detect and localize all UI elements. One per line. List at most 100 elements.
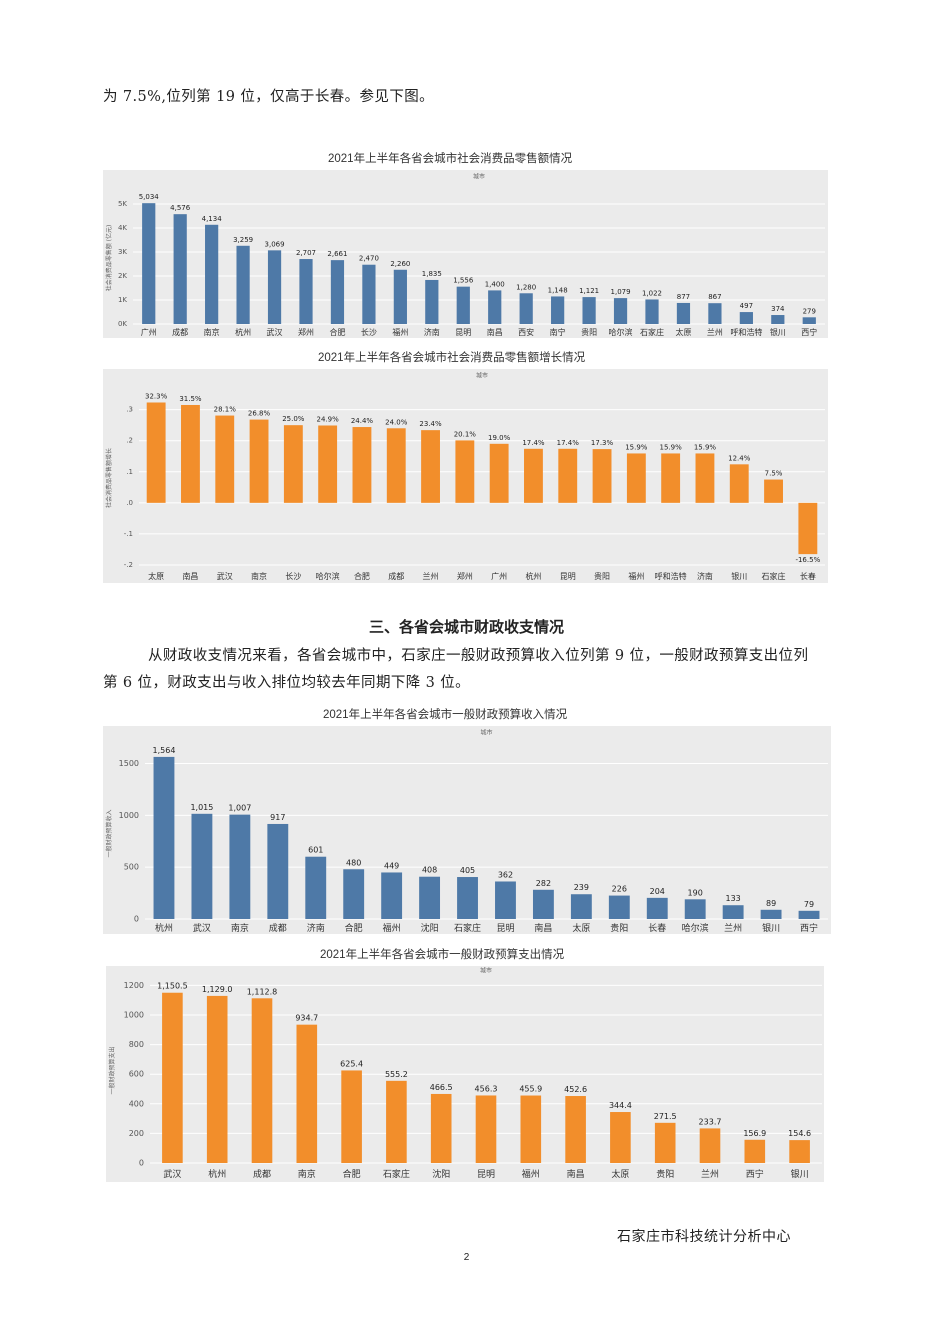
bar bbox=[565, 1096, 586, 1163]
chart-retail-sales-svg: 城市 0K 1K 2K 3K 4K 5K 社会消费品零售额 (亿元) 5,034 广州 4,576 成… bbox=[103, 170, 828, 338]
data-label: 555.2 bbox=[385, 1070, 408, 1079]
category-label: 济南 bbox=[424, 327, 440, 337]
category-label: 合肥 bbox=[345, 922, 363, 934]
category-label: 南京 bbox=[298, 1168, 316, 1180]
category-label: 合肥 bbox=[329, 327, 345, 337]
paragraph-line-2: 第 6 位，财政支出与收入排位均较去年同期下降 3 位。 bbox=[103, 675, 471, 691]
bar bbox=[764, 479, 783, 503]
bar bbox=[267, 250, 282, 324]
data-label: 497 bbox=[740, 302, 753, 310]
data-label: 226 bbox=[612, 885, 627, 894]
chart-3-title: 2021年上半年各省会城市一般财政预算收入情况 bbox=[323, 709, 568, 721]
category-label: 贵阳 bbox=[656, 1168, 674, 1180]
data-label: 625.4 bbox=[340, 1059, 363, 1068]
bar bbox=[386, 1080, 407, 1163]
category-label: 太原 bbox=[572, 922, 590, 934]
data-label: 3,259 bbox=[233, 236, 253, 244]
bar bbox=[654, 1122, 676, 1163]
y-axis-label: 一般财政预算收入 bbox=[105, 809, 113, 857]
category-label: 太原 bbox=[611, 1168, 629, 1180]
bar bbox=[153, 756, 175, 919]
data-label: 344.4 bbox=[609, 1101, 632, 1110]
bar bbox=[744, 1139, 766, 1163]
data-label: 1,564 bbox=[153, 746, 176, 755]
data-label: 1,022 bbox=[642, 289, 662, 297]
category-label: 济南 bbox=[307, 922, 325, 934]
category-label: 昆明 bbox=[560, 572, 576, 581]
category-label: 太原 bbox=[675, 327, 691, 337]
data-label: 24.4% bbox=[351, 417, 374, 425]
bar bbox=[456, 286, 470, 324]
bar bbox=[708, 303, 722, 324]
category-label: 长春 bbox=[800, 571, 816, 581]
bar bbox=[520, 1095, 542, 1163]
category-label: 武汉 bbox=[163, 1168, 181, 1180]
bar bbox=[267, 823, 289, 919]
data-label: 374 bbox=[771, 305, 785, 313]
y-tick-label: 600 bbox=[129, 1070, 144, 1079]
y-tick-label: 0 bbox=[134, 915, 139, 924]
category-label: 银川 bbox=[791, 1168, 809, 1180]
bar bbox=[802, 317, 816, 324]
category-label: 呼和浩特 bbox=[655, 571, 687, 581]
chart-header-label: 城市 bbox=[480, 967, 492, 975]
data-label: 1,112.8 bbox=[247, 987, 278, 996]
data-label: 28.1% bbox=[214, 406, 237, 414]
category-label: 西宁 bbox=[801, 327, 817, 337]
data-label: 23.4% bbox=[419, 420, 442, 428]
chart-header-label: 城市 bbox=[476, 372, 488, 380]
data-label: 24.9% bbox=[317, 415, 340, 423]
category-label: 郑州 bbox=[457, 571, 473, 581]
bar bbox=[419, 876, 441, 919]
bar bbox=[661, 453, 681, 503]
category-label: 昆明 bbox=[496, 923, 514, 934]
category-label: 石家庄 bbox=[454, 922, 481, 934]
bar bbox=[613, 298, 628, 324]
y-tick-label: 1000 bbox=[119, 811, 139, 820]
category-label: 广州 bbox=[141, 327, 157, 337]
bar bbox=[305, 856, 327, 919]
category-label: 兰州 bbox=[724, 922, 742, 934]
data-label: 19.0% bbox=[488, 434, 511, 442]
data-label: 31.5% bbox=[179, 395, 202, 403]
bar bbox=[191, 813, 213, 919]
category-label: 南昌 bbox=[487, 327, 503, 337]
bar bbox=[457, 877, 478, 919]
bar bbox=[162, 992, 183, 1163]
bar bbox=[318, 425, 338, 503]
category-label: 济南 bbox=[697, 571, 713, 581]
y-tick-label: 5K bbox=[118, 200, 127, 208]
data-label: 7.5% bbox=[765, 470, 783, 478]
y-tick-label: -.2 bbox=[124, 561, 133, 569]
data-label: 877 bbox=[677, 293, 690, 301]
data-label: 1,079 bbox=[611, 288, 631, 296]
category-label: 银川 bbox=[731, 571, 747, 581]
category-label: 杭州 bbox=[208, 1168, 226, 1180]
data-label: 190 bbox=[688, 888, 703, 897]
category-label: 兰州 bbox=[707, 327, 723, 337]
category-label: 石家庄 bbox=[762, 571, 786, 581]
y-tick-label: 800 bbox=[129, 1040, 144, 1049]
data-label: 1,148 bbox=[548, 286, 568, 294]
chart-fiscal-revenue: 城市 0 500 1000 1500 一般财政预算收入 1,564 杭州 1,015 武汉 1,00… bbox=[103, 726, 831, 934]
data-label: 156.9 bbox=[743, 1129, 766, 1138]
category-label: 武汉 bbox=[217, 571, 233, 581]
data-label: 1,129.0 bbox=[202, 985, 233, 994]
data-label: 1,400 bbox=[485, 280, 505, 288]
category-label: 广州 bbox=[491, 571, 507, 581]
category-label: 杭州 bbox=[235, 327, 251, 337]
bar bbox=[699, 1128, 721, 1163]
footer-organization: 石家庄市科技统计分析中心 bbox=[617, 1229, 791, 1245]
data-label: 456.3 bbox=[475, 1084, 498, 1093]
chart-1-title: 2021年上半年各省会城市社会消费品零售额情况 bbox=[328, 153, 573, 165]
bar bbox=[684, 899, 706, 919]
bar bbox=[558, 448, 578, 503]
bar bbox=[146, 402, 166, 503]
paragraph-line-1: 从财政收支情况来看，各省会城市中，石家庄一般财政预算收入位列第 9 位，一般财政… bbox=[148, 648, 809, 664]
category-label: 成都 bbox=[172, 327, 188, 337]
data-label: 25.0% bbox=[282, 415, 305, 423]
bar bbox=[488, 290, 502, 324]
data-label: 867 bbox=[708, 293, 721, 301]
y-tick-label: 3K bbox=[118, 248, 127, 256]
bar bbox=[519, 293, 533, 324]
